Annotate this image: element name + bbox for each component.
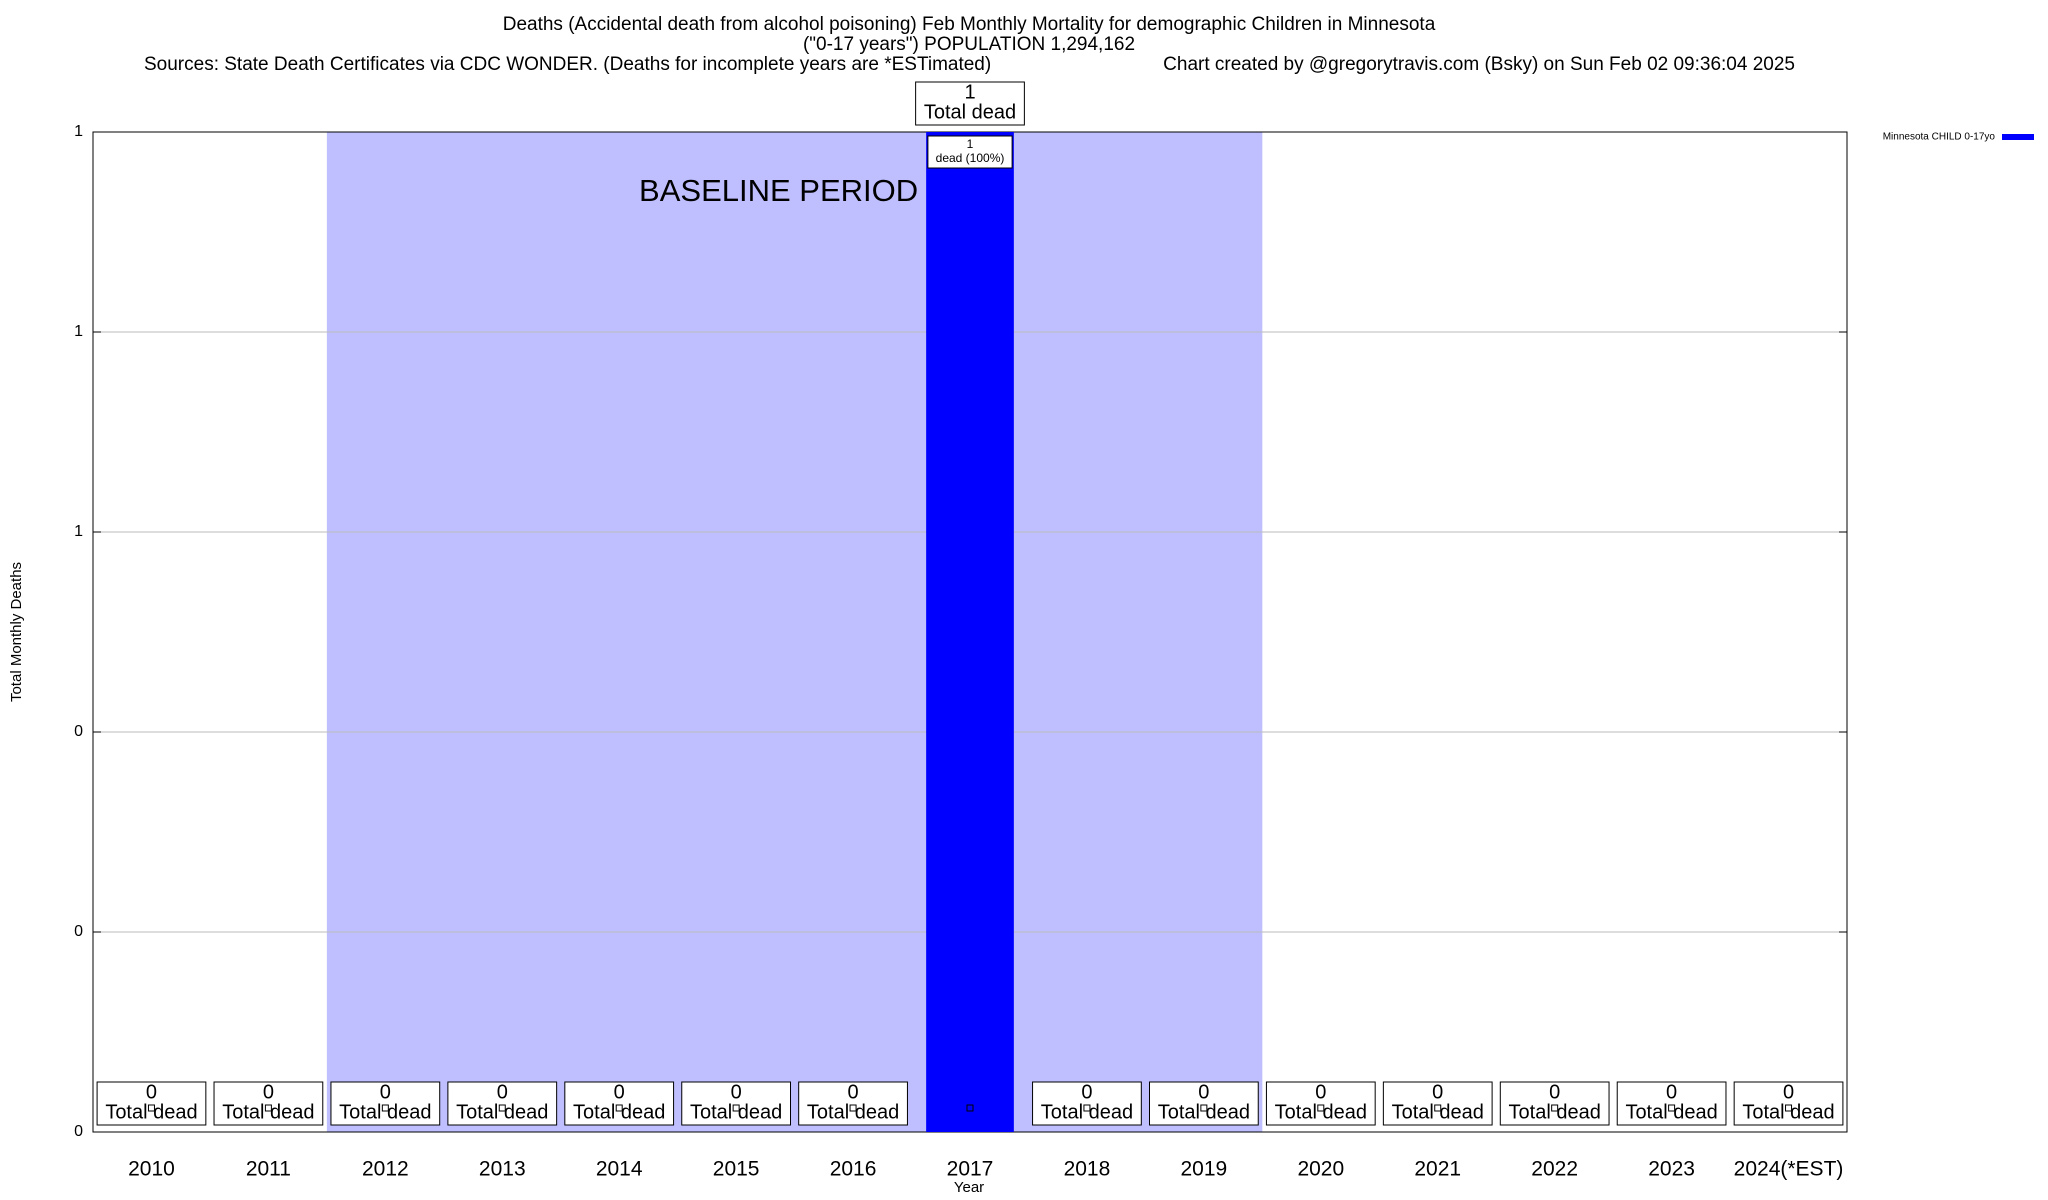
total-box	[447, 1081, 558, 1126]
x-tick-label: 2015	[713, 1158, 760, 1181]
x-tick-label: 2020	[1297, 1158, 1344, 1181]
total-value: 1	[964, 81, 975, 103]
x-tick-mark	[1317, 1104, 1325, 1112]
legend-label: Minnesota CHILD 0-17yo	[1883, 132, 1996, 143]
x-tick-mark	[381, 1104, 389, 1112]
total-box	[1616, 1081, 1727, 1126]
inner-box	[927, 135, 1013, 169]
chart-subtitle: ("0-17 years") POPULATION 1,294,162	[803, 34, 1135, 55]
x-tick-label: 2019	[1181, 1158, 1228, 1181]
total-value: 0	[380, 1081, 391, 1103]
chart-title: Deaths (Accidental death from alcohol po…	[503, 14, 1436, 35]
total-box	[564, 1081, 675, 1126]
y-tick-label: 0	[74, 923, 83, 940]
x-tick-mark	[1083, 1104, 1091, 1112]
total-value: 0	[1198, 1081, 1209, 1103]
total-value: 0	[1666, 1081, 1677, 1103]
total-value: 0	[1081, 1081, 1092, 1103]
x-tick-mark	[147, 1104, 155, 1112]
total-box	[681, 1081, 792, 1126]
total-value: 0	[1549, 1081, 1560, 1103]
bar	[926, 132, 1014, 1132]
x-tick-label: 2021	[1414, 1158, 1461, 1181]
y-tick-label: 0	[74, 723, 83, 740]
x-tick-mark	[1668, 1104, 1676, 1112]
legend-swatch	[2002, 134, 2034, 140]
total-value: 0	[146, 1081, 157, 1103]
total-box	[1733, 1081, 1844, 1126]
inner-value: 1	[967, 137, 974, 151]
x-tick-mark	[849, 1104, 857, 1112]
chart-credit: Chart created by @gregorytravis.com (Bsk…	[1163, 54, 1795, 75]
x-tick-mark	[966, 1104, 974, 1112]
x-tick-label: 2023	[1648, 1158, 1695, 1181]
total-box	[1148, 1081, 1259, 1126]
x-tick-mark	[615, 1104, 623, 1112]
total-value: 0	[848, 1081, 859, 1103]
total-label: Total dead	[105, 1101, 197, 1123]
total-label: Total dead	[573, 1101, 665, 1123]
total-value: 0	[263, 1081, 274, 1103]
total-value: 0	[497, 1081, 508, 1103]
total-value: 0	[1315, 1081, 1326, 1103]
total-value: 0	[614, 1081, 625, 1103]
x-tick-mark	[1200, 1104, 1208, 1112]
total-label: Total dead	[1509, 1101, 1601, 1123]
x-tick-label: 2014	[596, 1158, 643, 1181]
total-label: Total dead	[1742, 1101, 1834, 1123]
total-value: 0	[1432, 1081, 1443, 1103]
x-tick-mark	[732, 1104, 740, 1112]
total-box	[330, 1081, 441, 1126]
x-tick-mark	[264, 1104, 272, 1112]
x-tick-label: 2013	[479, 1158, 526, 1181]
x-tick-label: 2022	[1531, 1158, 1578, 1181]
total-label: Total dead	[1392, 1101, 1484, 1123]
total-box	[798, 1081, 908, 1126]
x-tick-label: 2017	[947, 1158, 994, 1181]
total-label: Total dead	[1625, 1101, 1717, 1123]
x-tick-mark	[1434, 1104, 1442, 1112]
total-label: Total dead	[807, 1101, 899, 1123]
baseline-label: BASELINE PERIOD	[639, 173, 918, 208]
x-tick-mark	[1551, 1104, 1559, 1112]
inner-label: dead (100%)	[936, 151, 1005, 165]
x-tick-label: 2011	[246, 1158, 291, 1181]
total-label: Total dead	[456, 1101, 548, 1123]
total-label: Total dead	[1158, 1101, 1250, 1123]
x-tick-label: 2018	[1064, 1158, 1111, 1181]
total-box	[96, 1081, 207, 1126]
total-box	[1499, 1081, 1610, 1126]
total-box	[1382, 1081, 1493, 1126]
x-tick-mark	[1785, 1104, 1793, 1112]
x-tick-label: 2010	[128, 1158, 175, 1181]
total-value: 0	[1783, 1081, 1794, 1103]
total-label: Total dead	[924, 101, 1016, 123]
total-label: Total dead	[339, 1101, 431, 1123]
total-box	[1032, 1081, 1142, 1126]
total-box	[1265, 1081, 1376, 1126]
x-tick-label: 2024(*EST)	[1734, 1158, 1844, 1181]
total-label: Total dead	[1041, 1101, 1133, 1123]
y-tick-label: 1	[74, 123, 83, 140]
total-label: Total dead	[1275, 1101, 1367, 1123]
y-tick-label: 1	[74, 523, 83, 540]
y-axis-label: Total Monthly Deaths	[8, 562, 25, 702]
chart-source: Sources: State Death Certificates via CD…	[144, 54, 991, 75]
total-box	[213, 1081, 324, 1126]
x-axis-label: Year	[954, 1179, 984, 1196]
baseline-period	[326, 132, 1263, 1132]
y-tick-label: 1	[74, 323, 83, 340]
y-tick-label: 0	[74, 1123, 83, 1140]
x-tick-label: 2016	[830, 1158, 877, 1181]
total-value: 0	[731, 1081, 742, 1103]
total-label: Total dead	[222, 1101, 314, 1123]
total-label: Total dead	[690, 1101, 782, 1123]
total-box	[915, 81, 1025, 126]
x-tick-mark	[498, 1104, 506, 1112]
x-tick-label: 2012	[362, 1158, 409, 1181]
